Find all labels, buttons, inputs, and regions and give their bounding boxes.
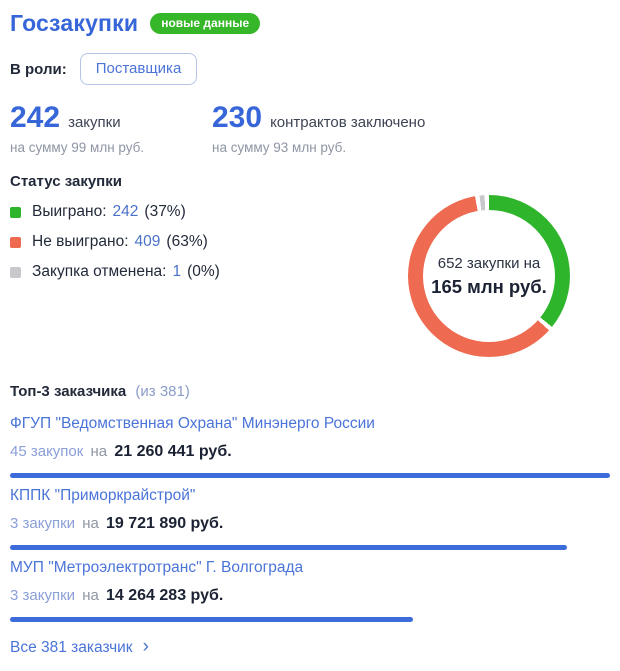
customer-row: КППК "Приморкрайстрой" 3 закупки на 19 7… — [10, 486, 610, 550]
won-label: Выиграно: — [32, 203, 107, 220]
customer-purchases-link[interactable]: 45 закупок — [10, 443, 84, 460]
not-won-count-link[interactable]: 409 — [134, 233, 161, 250]
customer-row: ФГУП "Ведомственная Охрана" Минэнерго Ро… — [10, 414, 610, 478]
stat-purchases: 242 закупки на сумму 99 млн руб. — [10, 101, 212, 155]
status-section: Статус закупки Выиграно: 242 (37%) Не вы… — [10, 173, 610, 373]
not-won-color-swatch — [10, 236, 21, 248]
not-won-percent: (63%) — [166, 233, 208, 250]
customer-name-link[interactable]: ФГУП "Ведомственная Охрана" Минэнерго Ро… — [10, 415, 375, 432]
role-row: В роли: Поставщика — [10, 53, 610, 85]
status-title: Статус закупки — [10, 173, 122, 190]
contracts-sum: на сумму 93 млн руб. — [212, 140, 347, 155]
customer-amount: 19 721 890 руб. — [106, 515, 224, 532]
top-customers-title: Топ-3 заказчика — [10, 383, 127, 400]
customer-row: МУП "Метроэлектротранс" Г. Волгограда 3 … — [10, 558, 610, 622]
purchases-count: 242 — [10, 101, 61, 134]
contracts-count: 230 — [212, 101, 263, 134]
page-title: Госзакупки — [10, 10, 139, 36]
customer-purchases-link[interactable]: 3 закупки — [10, 515, 76, 532]
status-donut-chart: 652 закупки на 165 млн руб. — [408, 195, 570, 357]
top-customers-section: Топ-3 заказчика (из 381) ФГУП "Ведомстве… — [10, 383, 610, 657]
customer-conn-text: на — [90, 443, 108, 460]
role-supplier-button[interactable]: Поставщика — [79, 53, 198, 85]
donut-total-count: 652 закупки на — [437, 254, 541, 272]
customer-amount-bar — [10, 545, 567, 550]
status-legend: Выиграно: 242 (37%) Не выиграно: 409 (63… — [10, 203, 610, 281]
customer-subline: 3 закупки на 19 721 890 руб. — [10, 514, 610, 533]
all-customers-row: Все 381 заказчик › — [10, 636, 610, 657]
top-customers-total: (из 381) — [135, 383, 190, 400]
legend-item-not-won: Не выиграно: 409 (63%) — [10, 233, 610, 251]
customer-subline: 3 закупки на 14 264 283 руб. — [10, 586, 610, 605]
chevron-right-icon: › — [142, 636, 149, 657]
cancelled-count-link[interactable]: 1 — [172, 263, 182, 280]
cancelled-percent: (0%) — [187, 263, 220, 280]
not-won-label: Не выиграно: — [32, 233, 129, 250]
customer-subline: 45 закупок на 21 260 441 руб. — [10, 442, 610, 461]
customer-purchases-link[interactable]: 3 закупки — [10, 587, 76, 604]
purchases-sum: на сумму 99 млн руб. — [10, 140, 145, 155]
customer-amount-bar — [10, 617, 413, 622]
won-count-link[interactable]: 242 — [112, 203, 139, 220]
stats-row: 242 закупки на сумму 99 млн руб. 230 кон… — [10, 101, 610, 155]
legend-item-cancelled: Закупка отменена: 1 (0%) — [10, 263, 610, 281]
top-customers-title-row: Топ-3 заказчика (из 381) — [10, 383, 610, 400]
won-color-swatch — [10, 206, 21, 218]
new-data-badge: новые данные — [150, 13, 261, 34]
purchases-label: закупки — [68, 114, 121, 131]
contracts-label: контрактов заключено — [270, 114, 426, 131]
cancelled-label: Закупка отменена: — [32, 263, 167, 280]
header: Госзакупки новые данные — [10, 10, 610, 37]
donut-total-sum: 165 млн руб. — [431, 275, 547, 297]
customer-amount: 14 264 283 руб. — [106, 587, 224, 604]
role-label: В роли: — [10, 60, 67, 78]
legend-item-won: Выиграно: 242 (37%) — [10, 203, 610, 221]
won-percent: (37%) — [144, 203, 186, 220]
customer-conn-text: на — [82, 587, 99, 604]
stat-contracts: 230 контрактов заключено на сумму 93 млн… — [212, 101, 425, 155]
cancelled-color-swatch — [10, 266, 21, 278]
customer-name-link[interactable]: МУП "Метроэлектротранс" Г. Волгограда — [10, 559, 304, 576]
customer-amount-bar — [10, 473, 610, 478]
donut-center: 652 закупки на 165 млн руб. — [423, 210, 555, 342]
customer-name-link[interactable]: КППК "Приморкрайстрой" — [10, 487, 196, 504]
customer-amount: 21 260 441 руб. — [114, 443, 232, 460]
customer-conn-text: на — [82, 515, 99, 532]
all-customers-link[interactable]: Все 381 заказчик — [10, 638, 133, 656]
